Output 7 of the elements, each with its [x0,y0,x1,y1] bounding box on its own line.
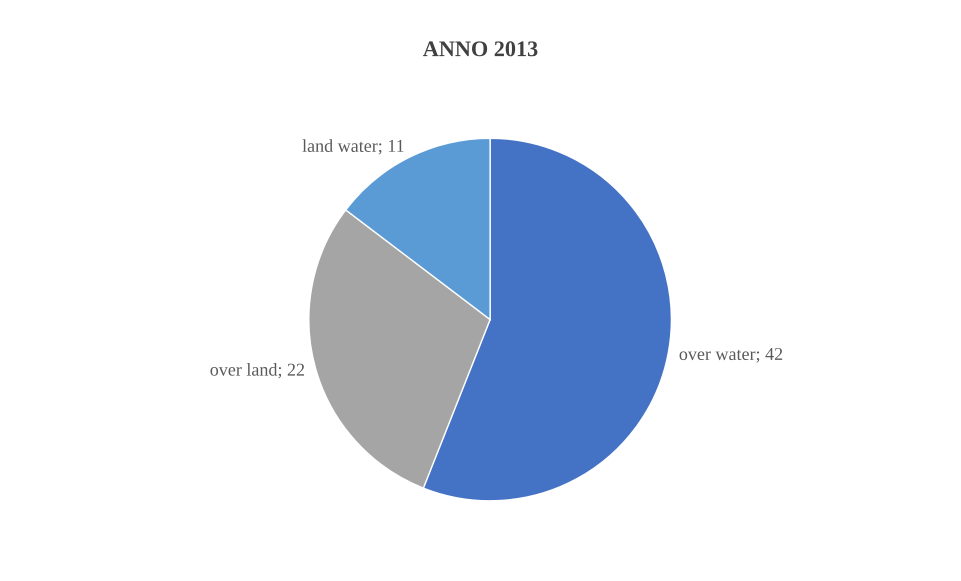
chart-title: ANNO 2013 [423,41,538,56]
slice-label: over water [680,350,756,360]
data-label: ; 11 [378,140,404,155]
slice-label: over land [210,363,278,376]
data-label: ; 22 [278,364,304,378]
data-label: ; 42 [756,348,782,363]
slice-label: land water [302,139,378,152]
